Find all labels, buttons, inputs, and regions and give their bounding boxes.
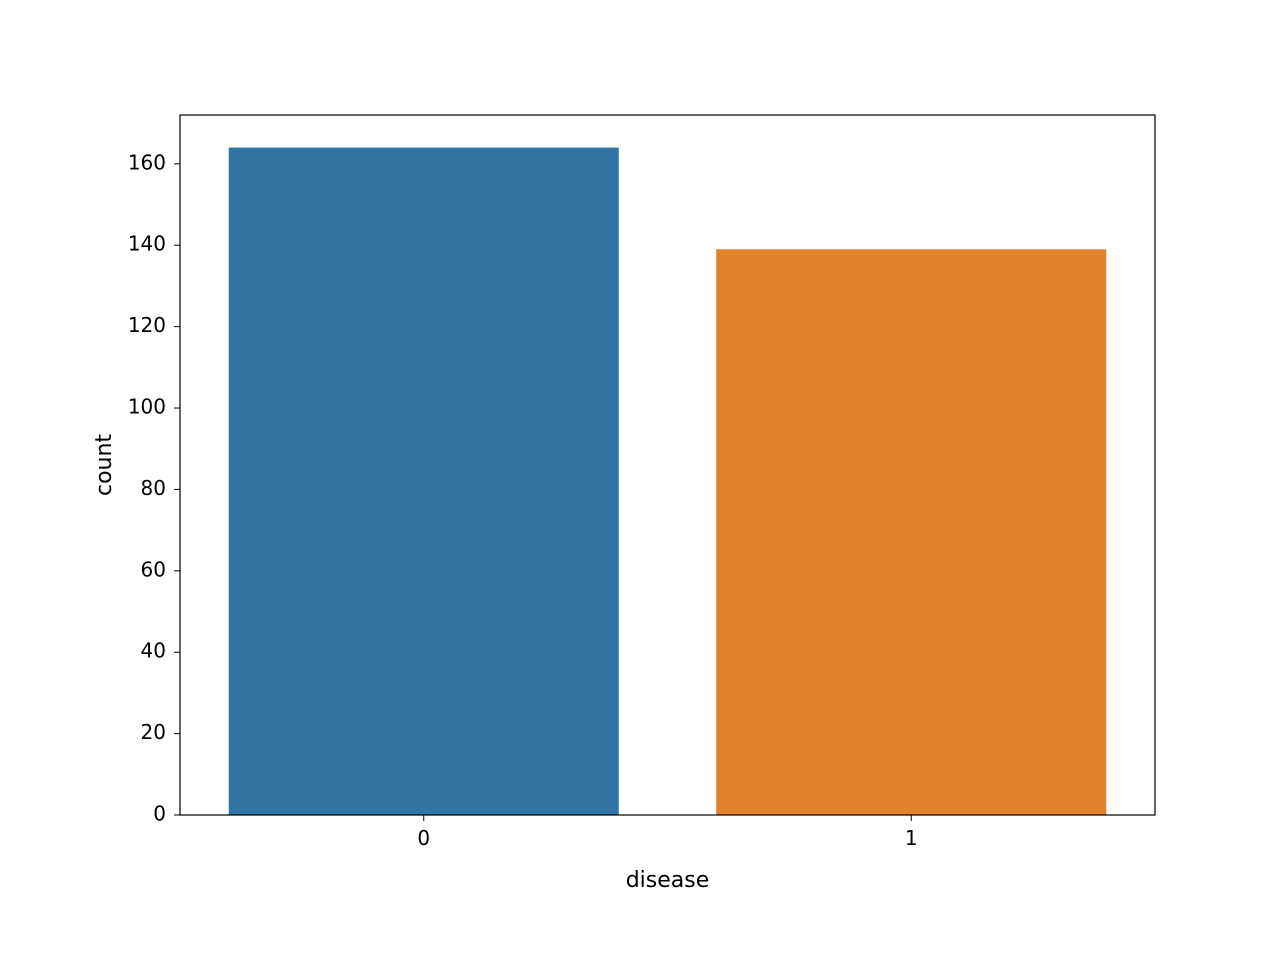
ytick-label: 140	[128, 232, 166, 256]
bar-0	[229, 148, 619, 815]
xtick-label: 1	[905, 826, 918, 850]
ytick-label: 80	[141, 476, 166, 500]
ytick-label: 60	[141, 557, 166, 581]
ytick-label: 100	[128, 395, 166, 419]
x-axis-label: disease	[626, 868, 710, 893]
y-axis-label: count	[92, 434, 117, 496]
bar-1	[716, 249, 1106, 815]
ytick-label: 0	[153, 802, 166, 826]
xtick-label: 0	[417, 826, 430, 850]
ytick-label: 20	[141, 720, 166, 744]
ytick-label: 120	[128, 313, 166, 337]
ytick-label: 40	[141, 639, 166, 663]
chart-container: 0 20 40 60 80 100 120 140 160 0 1 count disease	[0, 0, 1280, 960]
ytick-label: 160	[128, 150, 166, 174]
bar-chart: 0 20 40 60 80 100 120 140 160 0 1 count disease	[0, 0, 1280, 960]
